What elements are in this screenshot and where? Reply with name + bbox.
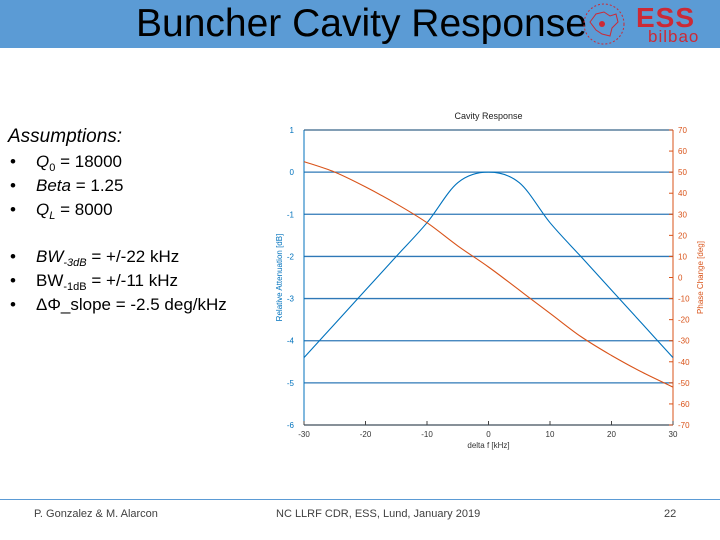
y2-tick-label: 20: [678, 231, 687, 240]
y2-tick-label: 60: [678, 147, 687, 156]
param-value: = -2.5 deg/kHz: [111, 295, 227, 314]
slide-number: 22: [664, 508, 677, 520]
x-tick-label: 0: [486, 430, 491, 439]
y-tick-label: -3: [287, 295, 295, 304]
y-tick-label: 1: [290, 126, 295, 135]
europe-map-icon: [583, 3, 625, 45]
param-label: BW: [36, 271, 64, 290]
param-label: ΔΦ_slope: [36, 295, 112, 314]
param-label: Q: [36, 200, 50, 219]
param-subscript: 0: [49, 162, 56, 174]
chart-title: Cavity Response: [454, 111, 522, 121]
logo-text: ESS: [636, 2, 696, 33]
param-value: = +/-22 kHz: [86, 247, 180, 266]
y2-tick-label: -20: [678, 316, 690, 325]
logo-subtext: bilbao: [648, 27, 700, 46]
y2-tick-label: 0: [678, 274, 683, 283]
phase-series-line: [303, 161, 674, 388]
y2-tick-label: 10: [678, 252, 687, 261]
assumptions-heading: Assumptions:: [8, 126, 123, 147]
param-value: = 1.25: [70, 176, 124, 195]
list-item: BW-1dB = +/-11 kHz: [10, 269, 227, 293]
param-label: Q: [36, 152, 50, 171]
y2-tick-label: -30: [678, 337, 690, 346]
x-tick-label: 30: [669, 430, 678, 439]
param-value: = 8000: [55, 200, 113, 219]
x-tick-label: -30: [298, 430, 310, 439]
y-tick-label: -6: [287, 421, 295, 430]
ess-bilbao-logo: [580, 0, 720, 48]
x-tick-label: 20: [607, 430, 616, 439]
y2-tick-label: -10: [678, 295, 690, 304]
y-tick-label: 0: [290, 168, 295, 177]
y2-axis-label: Phase Change [deg]: [696, 241, 705, 314]
param-subscript: -3dB: [63, 257, 87, 269]
y-tick-label: -5: [287, 379, 295, 388]
param-subscript: L: [49, 210, 56, 222]
y2-tick-label: 30: [678, 210, 687, 219]
y2-tick-label: -40: [678, 358, 690, 367]
footer-divider: [0, 499, 720, 500]
list-item: ΔΦ_slope = -2.5 deg/kHz: [10, 293, 227, 317]
y-axis-label: Relative Attenuation [dB]: [275, 234, 284, 322]
y2-tick-label: 70: [678, 126, 687, 135]
footer-authors: P. Gonzalez & M. Alarcon: [34, 508, 158, 520]
y2-tick-label: -50: [678, 379, 690, 388]
param-value: = 18000: [55, 152, 123, 171]
x-axis-label: delta f [kHz]: [467, 441, 509, 450]
x-tick-label: 10: [546, 430, 555, 439]
param-subscript: -1dB: [63, 281, 87, 293]
param-label: BW: [36, 247, 64, 266]
param-value: = +/-11 kHz: [86, 271, 178, 290]
attenuation-series-line: [303, 171, 674, 358]
assumptions-list: Q0 = 18000 Beta = 1.25 QL = 8000 BW-3dB …: [10, 150, 227, 317]
list-item: QL = 8000: [10, 198, 227, 222]
list-item: Beta = 1.25: [10, 174, 227, 198]
y-tick-label: -1: [287, 210, 295, 219]
list-item: Q0 = 18000: [10, 150, 227, 174]
x-tick-label: -10: [421, 430, 433, 439]
y-tick-label: -4: [287, 337, 295, 346]
y-tick-label: -2: [287, 252, 295, 261]
x-tick-label: -20: [360, 430, 372, 439]
slide-title: Buncher Cavity Response: [136, 2, 587, 45]
y2-tick-label: -60: [678, 400, 690, 409]
list-spacer: [10, 222, 227, 245]
footer-event: NC LLRF CDR, ESS, Lund, January 2019: [276, 508, 481, 520]
y2-tick-label: 50: [678, 168, 687, 177]
y2-tick-label: -70: [678, 421, 690, 430]
cavity-response-chart: -30 -20 -10 0 10 20 3010-1-2-3-4-5-67060504030…: [275, 111, 705, 450]
y2-tick-label: 40: [678, 189, 687, 198]
param-label: Beta: [36, 176, 71, 195]
list-item: BW-3dB = +/-22 kHz: [10, 245, 227, 269]
